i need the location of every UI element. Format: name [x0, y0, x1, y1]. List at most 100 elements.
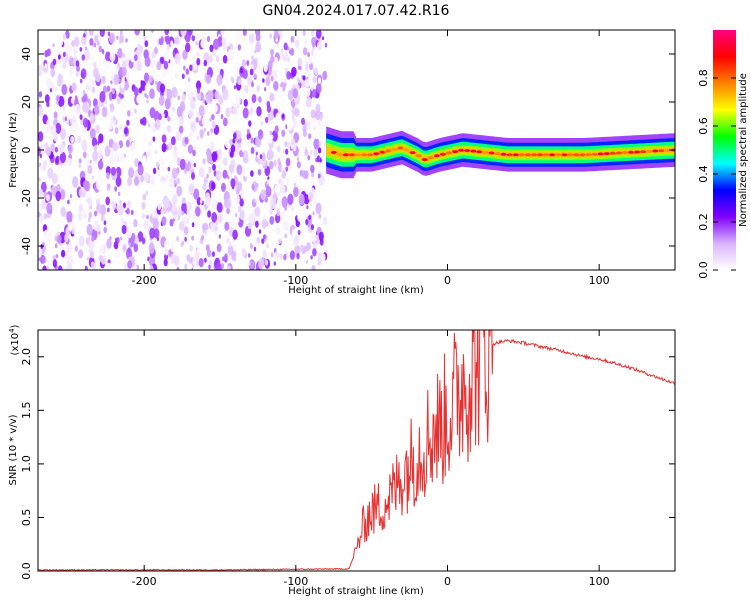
noise-speckle [206, 90, 214, 102]
noise-speckle [306, 120, 312, 130]
noise-speckle [144, 151, 147, 156]
noise-speckle [284, 248, 288, 254]
noise-speckle [232, 106, 238, 115]
noise-speckle [260, 189, 267, 201]
noise-speckle [85, 265, 88, 270]
noise-speckle [116, 35, 119, 40]
noise-speckle [215, 187, 220, 196]
noise-speckle [103, 60, 110, 72]
noise-speckle [144, 56, 151, 67]
noise-speckle [179, 115, 184, 125]
noise-speckle [171, 136, 176, 146]
noise-speckle [173, 150, 179, 159]
noise-speckle [54, 86, 58, 93]
signal-peak [573, 153, 580, 157]
noise-speckle [103, 220, 107, 226]
noise-speckle [113, 241, 119, 250]
noise-speckle [227, 265, 231, 270]
noise-speckle [226, 237, 230, 244]
noise-speckle [191, 123, 194, 129]
noise-speckle [61, 249, 66, 258]
noise-speckle [251, 63, 254, 69]
noise-speckle [317, 252, 324, 263]
signal-peak [609, 151, 616, 155]
snr-ytick-label: 1.0 [20, 455, 33, 473]
noise-speckle [161, 216, 167, 226]
noise-speckle [300, 179, 306, 190]
noise-speckle [146, 99, 149, 104]
noise-speckle [307, 155, 311, 161]
noise-speckle [149, 88, 155, 99]
noise-speckle [296, 252, 300, 260]
noise-speckle [176, 177, 180, 185]
snr-panel: -200 -100 0 100 0.0 0.5 1.0 1.5 2.0 Height of st… [8, 324, 676, 597]
spectrogram-xtick-label: -100 [283, 274, 308, 287]
noise-speckle [211, 114, 215, 121]
noise-speckle [308, 215, 311, 220]
noise-speckle [45, 265, 50, 270]
noise-speckle [318, 140, 322, 147]
noise-speckle [249, 107, 254, 115]
noise-speckle [206, 35, 211, 43]
noise-speckle [218, 158, 223, 167]
noise-speckle [103, 226, 107, 234]
noise-speckle [207, 210, 212, 218]
noise-speckle [191, 235, 194, 241]
noise-speckle [187, 144, 193, 154]
noise-speckle [151, 50, 156, 59]
noise-speckle [239, 209, 245, 220]
noise-speckle [91, 235, 95, 242]
noise-speckle [193, 188, 200, 200]
noise-speckle [269, 92, 275, 102]
noise-speckle [142, 137, 149, 149]
noise-speckle [265, 186, 272, 198]
noise-speckle [179, 125, 184, 134]
noise-speckle [202, 98, 205, 104]
noise-speckle [163, 258, 168, 267]
noise-speckle [44, 142, 49, 149]
noise-speckle [126, 226, 133, 239]
noise-speckle [75, 71, 79, 77]
noise-speckle [191, 222, 195, 228]
noise-speckle [177, 216, 180, 221]
noise-speckle [120, 217, 124, 223]
noise-speckle [182, 159, 185, 164]
noise-speckle [250, 137, 254, 144]
noise-speckle [186, 201, 192, 212]
signal-peak [330, 150, 337, 154]
noise-speckle [142, 193, 147, 201]
spectrogram-ytick-label: 40 [20, 47, 33, 61]
noise-speckle [202, 158, 206, 165]
signal-peak [579, 153, 586, 157]
noise-speckle [85, 173, 89, 181]
signal-peak [355, 153, 361, 157]
noise-speckle [195, 41, 198, 46]
noise-speckle [222, 54, 228, 64]
noise-speckle [105, 247, 109, 253]
noise-speckle [311, 89, 317, 98]
noise-speckle [284, 206, 288, 211]
noise-speckle [71, 82, 77, 92]
noise-speckle [293, 186, 299, 198]
noise-speckle [215, 262, 222, 270]
noise-speckle [123, 153, 127, 158]
noise-speckle [52, 43, 55, 48]
noise-speckle [301, 117, 305, 125]
noise-speckle [110, 106, 114, 112]
noise-speckle [74, 95, 78, 101]
noise-speckle [115, 47, 118, 52]
signal-peak [646, 149, 653, 153]
noise-speckle [202, 183, 207, 191]
noise-speckle [206, 249, 212, 258]
noise-speckle [214, 225, 218, 232]
noise-speckle [184, 136, 189, 145]
noise-speckle [218, 173, 222, 180]
noise-speckle [276, 198, 283, 210]
signal-peak [379, 150, 386, 154]
noise-speckle [141, 201, 146, 210]
noise-speckle [80, 68, 87, 80]
noise-speckle [134, 108, 137, 114]
noise-speckle [133, 243, 139, 253]
noise-speckle [98, 133, 104, 144]
